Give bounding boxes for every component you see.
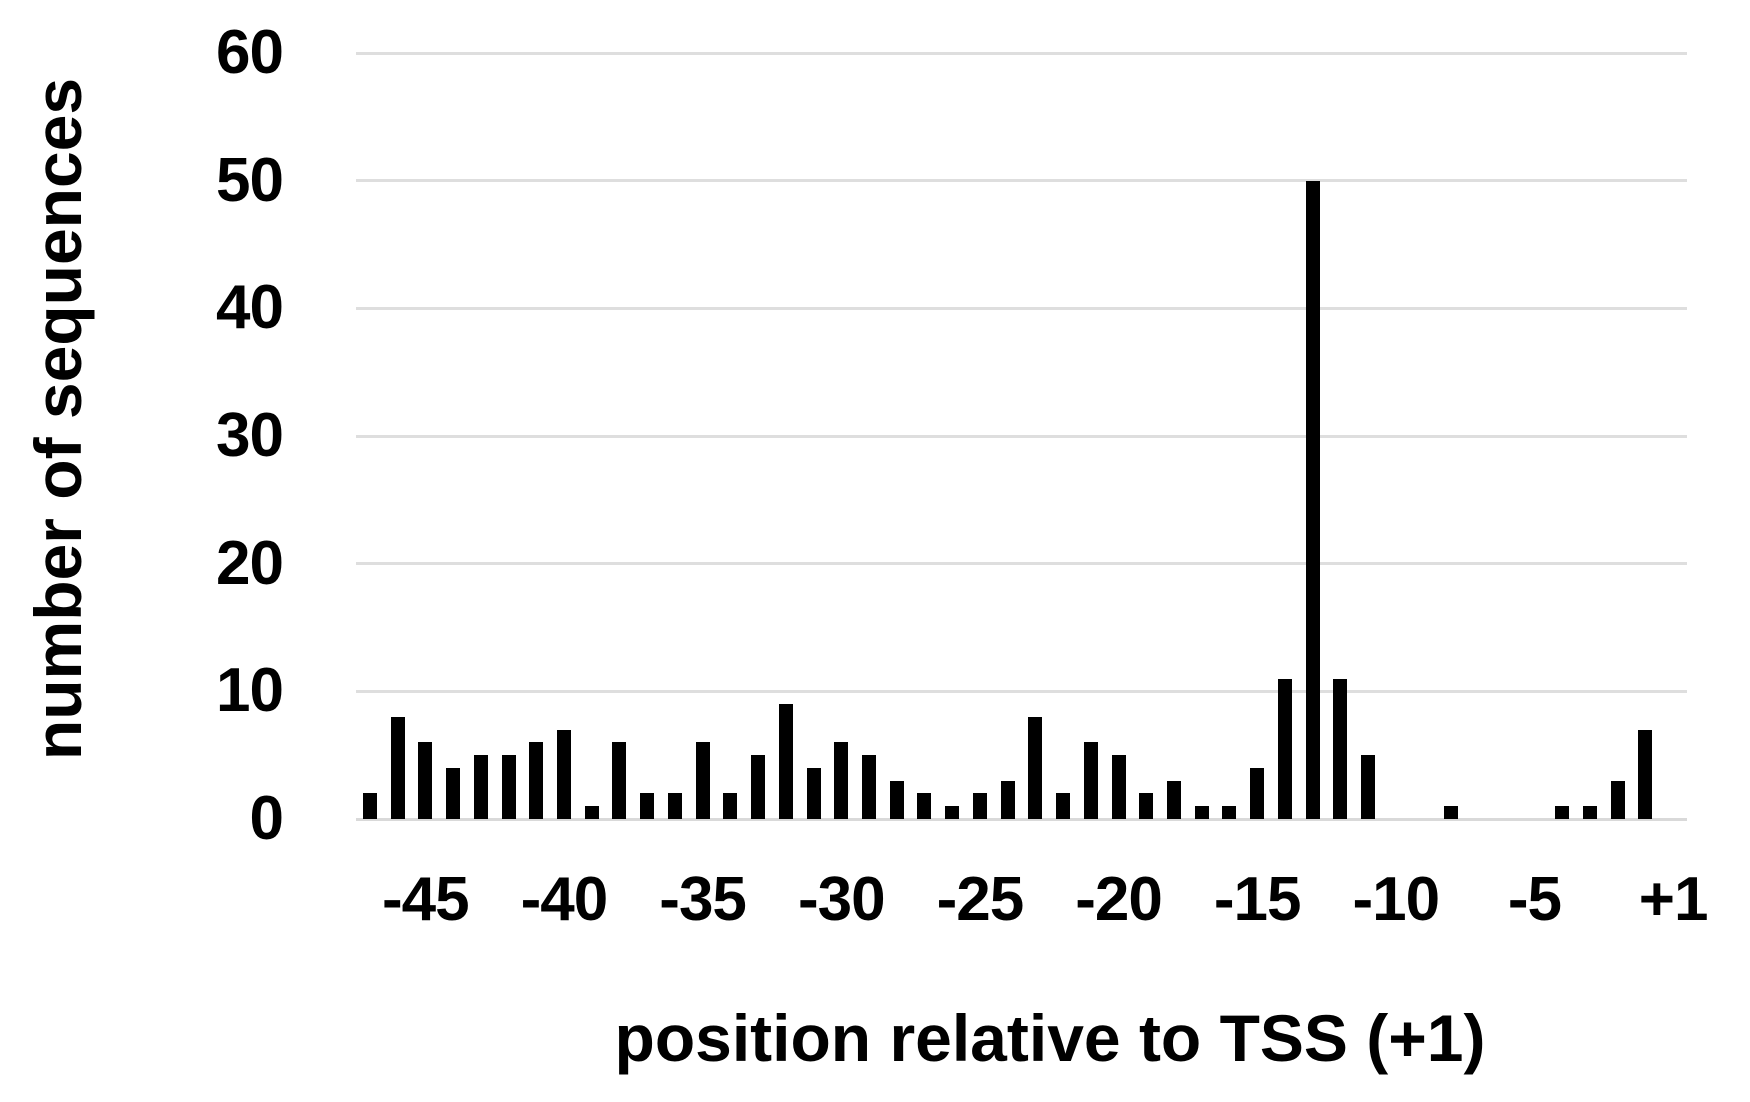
bar-position--40 bbox=[556, 729, 571, 819]
bar-position--13 bbox=[1305, 180, 1320, 819]
bar-position--45 bbox=[418, 742, 433, 819]
bar-position--36 bbox=[667, 793, 682, 819]
bar-position--46 bbox=[390, 716, 405, 819]
bar-position--17 bbox=[1194, 806, 1209, 819]
x-tick-label--40: -40 bbox=[520, 865, 609, 934]
bar-position--32 bbox=[778, 704, 793, 819]
gridline-y60 bbox=[356, 51, 1687, 55]
bar-position--27 bbox=[917, 793, 932, 819]
bar-position--39 bbox=[584, 806, 599, 819]
bar-position--33 bbox=[751, 755, 766, 819]
bar-position--20 bbox=[1111, 755, 1126, 819]
bar-position--44 bbox=[446, 767, 461, 819]
bar-position--42 bbox=[501, 755, 516, 819]
bar-position--19 bbox=[1139, 793, 1154, 819]
bar-position--14 bbox=[1277, 678, 1292, 819]
bar-position--24 bbox=[1000, 780, 1015, 819]
bar-position--47 bbox=[362, 793, 377, 819]
bar-position--35 bbox=[695, 742, 710, 819]
bar-position--18 bbox=[1167, 780, 1181, 819]
bar-position--29 bbox=[861, 755, 876, 819]
x-tick-label--5: -5 bbox=[1507, 865, 1562, 934]
gridline-y10 bbox=[356, 689, 1687, 693]
bar-position--31 bbox=[806, 767, 821, 819]
bar-position--12 bbox=[1333, 678, 1348, 819]
x-tick-label--15: -15 bbox=[1213, 865, 1302, 934]
y-axis-title: number of sequences bbox=[21, 77, 95, 761]
gridline-y40 bbox=[356, 306, 1687, 310]
x-tick-label-+1: +1 bbox=[1638, 865, 1709, 934]
y-tick-label-20: 20 bbox=[216, 528, 284, 598]
gridline-y50 bbox=[356, 179, 1687, 183]
y-tick-label-10: 10 bbox=[216, 656, 284, 726]
bar-position--22 bbox=[1056, 793, 1071, 819]
bar-position--8 bbox=[1444, 806, 1459, 819]
y-tick-label-0: 0 bbox=[249, 784, 284, 853]
gridline-y30 bbox=[356, 434, 1687, 438]
bar-position--1 bbox=[1638, 729, 1653, 819]
x-axis-line bbox=[356, 817, 1687, 821]
bar-position--15 bbox=[1250, 767, 1265, 819]
gridline-y20 bbox=[356, 562, 1687, 566]
bar-position--4 bbox=[1555, 806, 1570, 819]
bar-position--37 bbox=[640, 793, 655, 819]
bar-position--2 bbox=[1610, 780, 1625, 819]
bar-position--43 bbox=[473, 755, 488, 819]
x-tick-label--10: -10 bbox=[1352, 865, 1441, 934]
bar-position--38 bbox=[612, 742, 627, 819]
bar-position--3 bbox=[1582, 806, 1597, 819]
bar-position--23 bbox=[1028, 716, 1043, 819]
y-tick-label-40: 40 bbox=[216, 273, 284, 343]
x-tick-label--30: -30 bbox=[797, 865, 886, 934]
bar-position--34 bbox=[723, 793, 738, 819]
bar-position--26 bbox=[945, 806, 960, 819]
x-tick-label--45: -45 bbox=[382, 865, 470, 934]
x-tick-label--25: -25 bbox=[936, 865, 1025, 934]
x-axis-title: position relative to TSS (+1) bbox=[614, 1001, 1486, 1075]
bar-position--30 bbox=[834, 742, 849, 819]
y-tick-label-30: 30 bbox=[216, 401, 284, 470]
y-tick-label-60: 60 bbox=[216, 18, 284, 87]
bar-position--16 bbox=[1222, 806, 1237, 819]
x-tick-label--20: -20 bbox=[1075, 865, 1163, 934]
bar-position--41 bbox=[529, 742, 544, 819]
bar-position--25 bbox=[972, 793, 987, 819]
bar-position--11 bbox=[1361, 755, 1376, 819]
bar-position--28 bbox=[889, 780, 904, 819]
x-tick-label--35: -35 bbox=[659, 865, 747, 934]
bar-position--21 bbox=[1083, 742, 1098, 819]
y-tick-label-50: 50 bbox=[216, 145, 284, 215]
